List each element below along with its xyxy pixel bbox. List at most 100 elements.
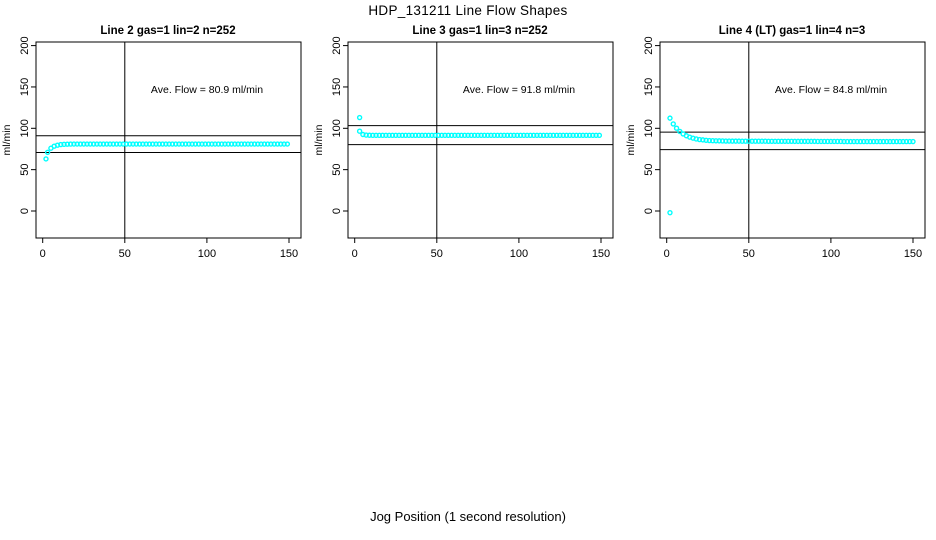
ave-flow-annotation: Ave. Flow = 80.9 ml/min	[151, 84, 263, 96]
data-point	[877, 138, 883, 145]
data-point	[732, 138, 739, 144]
data-point	[854, 138, 860, 145]
data-point	[755, 138, 762, 144]
subplot-title-line-3: Line 3 gas=1 lin=3 n=252	[412, 25, 547, 37]
outlier-points	[667, 209, 673, 216]
figure-title: HDP_131211 Line Flow Shapes	[368, 3, 568, 18]
data-point	[143, 141, 149, 147]
data-point	[815, 138, 821, 145]
data-point	[749, 138, 755, 144]
data-point	[429, 132, 435, 139]
data-point	[356, 128, 363, 134]
y-axis-label: ml/min	[313, 124, 325, 155]
data-point	[67, 141, 74, 147]
data-point	[527, 132, 534, 139]
data-point	[232, 141, 238, 147]
data-point	[251, 141, 258, 147]
data-point	[278, 141, 284, 147]
y-axis-label: ml/min	[625, 124, 637, 155]
data-point	[248, 141, 254, 147]
x-axis: 0 50 100 150	[352, 238, 610, 260]
plot-area-line-3: 0 50 100 150 0 50 100 150 200 ml/min Ave. Flow = 9…	[313, 36, 614, 260]
data-point	[590, 132, 596, 139]
x-axis: 0 50 100 150	[664, 238, 922, 260]
data-point	[897, 138, 903, 145]
data-point	[893, 138, 900, 145]
data-point	[762, 138, 768, 144]
data-point	[235, 141, 241, 147]
data-point	[376, 132, 383, 139]
data-point	[389, 132, 396, 139]
y-tick-label: 200	[331, 36, 343, 54]
data-point	[563, 132, 570, 139]
data-point	[593, 132, 599, 139]
data-point	[192, 141, 199, 147]
data-point	[245, 141, 251, 147]
x-tick-label: 50	[743, 248, 755, 260]
y-tick-label: 150	[331, 78, 343, 96]
data-point	[890, 138, 896, 145]
data-point	[186, 141, 192, 147]
data-point	[670, 121, 676, 127]
data-point	[199, 141, 205, 147]
data-point	[146, 141, 153, 147]
y-tick-label: 150	[19, 78, 31, 96]
data-point	[544, 132, 550, 139]
data-point	[94, 141, 100, 147]
y-axis-label: ml/min	[1, 124, 13, 155]
x-tick-label: 50	[431, 248, 443, 260]
x-tick-label: 0	[664, 248, 670, 260]
data-point	[153, 141, 159, 147]
data-point	[110, 141, 117, 147]
data-point	[432, 132, 438, 139]
data-series	[44, 141, 291, 155]
data-point	[557, 132, 563, 139]
data-point	[471, 132, 478, 139]
data-point	[58, 141, 64, 148]
subplot-title-line-4: Line 4 (LT) gas=1 lin=4 n=3	[719, 25, 865, 37]
data-point	[485, 132, 491, 139]
data-point	[677, 128, 683, 135]
data-point	[261, 141, 268, 147]
data-point	[462, 132, 468, 139]
data-point	[507, 132, 514, 139]
data-point	[140, 141, 146, 147]
data-point	[844, 138, 851, 145]
subplot-line-2: Line 2 gas=1 lin=2 n=252 0 50 100 150 0 50 100…	[1, 25, 302, 260]
data-point	[176, 141, 182, 147]
data-point	[268, 141, 274, 147]
data-point	[736, 138, 742, 144]
data-point	[127, 141, 133, 147]
data-point	[703, 137, 709, 143]
data-point	[847, 138, 854, 145]
data-point	[498, 132, 504, 139]
data-point	[209, 141, 215, 147]
data-point	[792, 138, 798, 145]
data-point	[778, 138, 785, 144]
data-point	[739, 138, 745, 144]
data-point	[77, 141, 84, 147]
data-point	[445, 132, 451, 139]
data-point	[742, 138, 749, 144]
data-point	[870, 138, 877, 145]
subplot-line-4: Line 4 (LT) gas=1 lin=4 n=3 0 50 100 150 0 50…	[625, 25, 926, 260]
data-point	[195, 141, 202, 147]
data-point	[61, 141, 67, 148]
y-tick-label: 50	[331, 164, 343, 176]
data-point	[570, 132, 576, 139]
data-point	[271, 141, 277, 147]
data-point	[834, 138, 841, 145]
data-point	[465, 132, 471, 139]
data-point	[452, 132, 458, 139]
data-point	[841, 138, 847, 145]
data-point	[808, 138, 814, 145]
data-point	[87, 141, 94, 147]
x-axis: 0 50 100 150	[40, 238, 298, 260]
data-point	[274, 141, 281, 147]
data-point	[576, 132, 583, 139]
data-point	[442, 132, 448, 139]
data-point	[726, 138, 732, 144]
data-point	[788, 138, 795, 144]
y-tick-label: 200	[643, 36, 655, 54]
data-point	[867, 138, 874, 145]
